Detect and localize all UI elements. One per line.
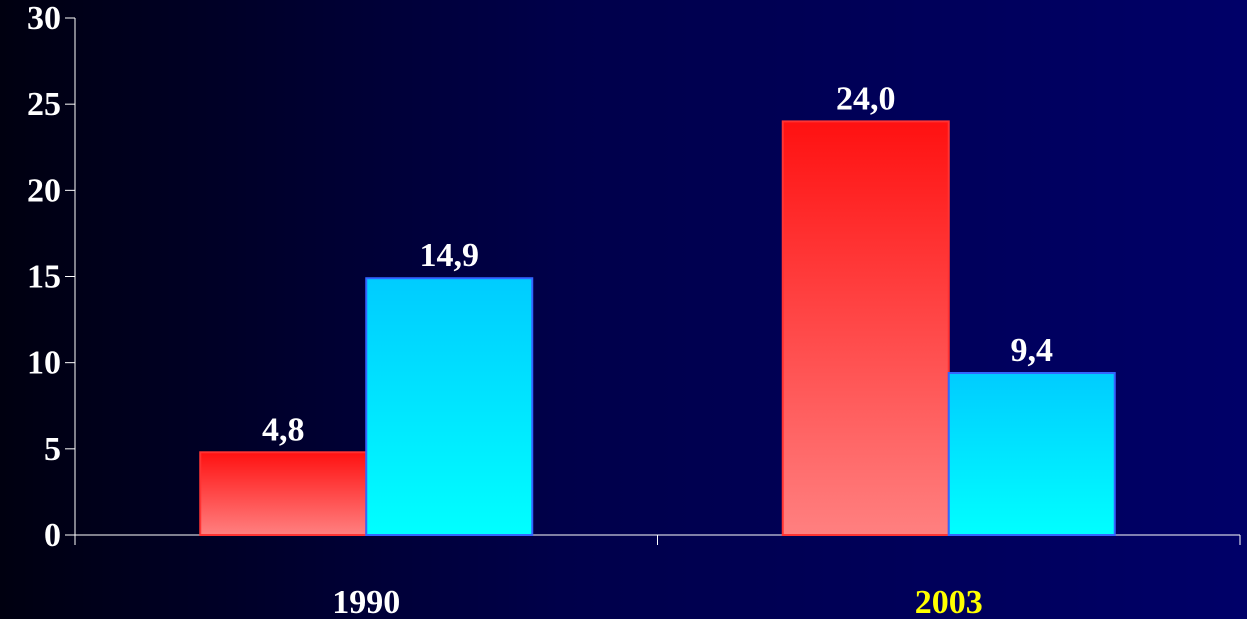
y-tick-label: 5 xyxy=(44,431,61,468)
y-tick-label: 15 xyxy=(27,259,61,296)
axes: 0 5 10 15 20 25 30 xyxy=(27,0,1241,554)
data-label: 9,4 xyxy=(1011,332,1054,369)
bar-1990-series-1 xyxy=(199,451,368,536)
y-tick-label: 0 xyxy=(44,517,61,554)
bar-2003-series-2 xyxy=(947,372,1116,536)
y-tick-label: 10 xyxy=(27,345,61,382)
y-tick-label: 25 xyxy=(27,86,61,123)
bars xyxy=(199,120,1116,537)
data-label: 4,8 xyxy=(262,411,305,448)
data-label: 14,9 xyxy=(420,237,480,274)
x-category-label: 2003 xyxy=(915,584,983,619)
y-tick-label: 20 xyxy=(27,172,61,209)
labels: 4,8 14,9 1990 24,0 9,4 2003 xyxy=(262,80,1053,619)
data-label: 24,0 xyxy=(836,80,896,117)
bar-2003-series-1 xyxy=(781,120,950,537)
x-category-label: 1990 xyxy=(332,584,400,619)
bar-1990-series-2 xyxy=(365,277,534,536)
y-tick-label: 30 xyxy=(27,0,61,37)
